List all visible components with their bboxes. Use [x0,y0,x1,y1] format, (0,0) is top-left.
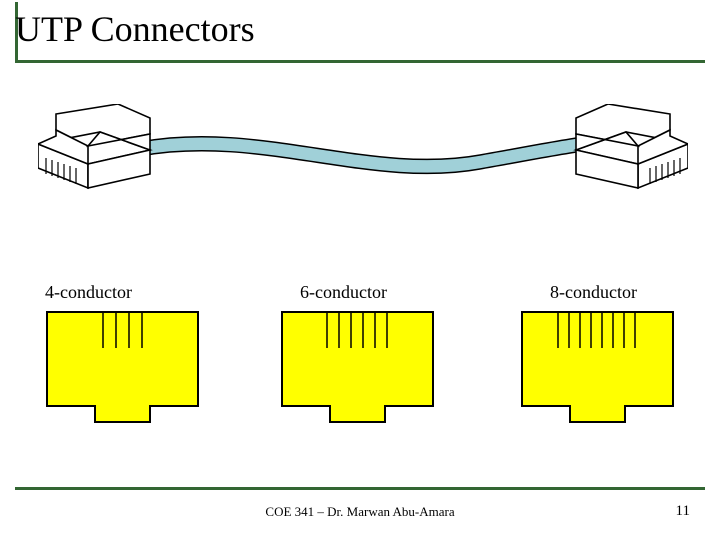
jack-8-conductor [520,310,675,425]
utp-cable [140,120,590,190]
footer-text: COE 341 – Dr. Marwan Abu-Amara [0,504,720,520]
rj-plug-left [38,104,158,199]
title-rule-horizontal [15,60,705,63]
rj-plug-right [568,104,688,199]
jack-4-conductor [45,310,200,425]
jack-6-conductor [280,310,435,425]
slide-title: UTP Connectors [15,8,255,50]
footer-rule [15,487,705,490]
slide: UTP Connectors [0,0,720,540]
diagram-area: 4-conductor 6-conductor 8-conductor [20,110,700,470]
label-4-conductor: 4-conductor [45,282,132,303]
label-8-conductor: 8-conductor [550,282,637,303]
page-number: 11 [676,503,690,520]
label-6-conductor: 6-conductor [300,282,387,303]
